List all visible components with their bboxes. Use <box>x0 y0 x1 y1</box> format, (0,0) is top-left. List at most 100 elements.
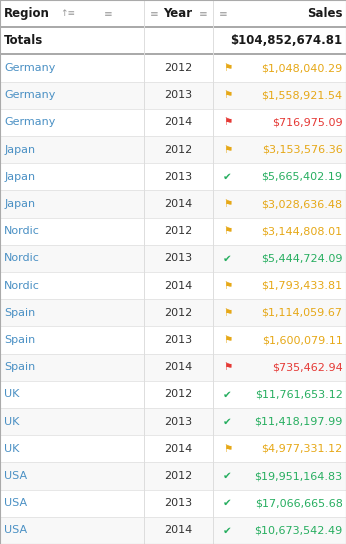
Bar <box>0 435 346 462</box>
Bar <box>0 109 346 136</box>
Text: $11,418,197.99: $11,418,197.99 <box>254 417 343 426</box>
Text: $1,114,059.67: $1,114,059.67 <box>262 308 343 318</box>
Text: Totals: Totals <box>4 34 43 47</box>
Bar <box>0 381 346 408</box>
Text: 2014: 2014 <box>164 362 192 372</box>
Text: Region: Region <box>4 7 50 20</box>
Bar <box>0 82 346 109</box>
Bar <box>0 326 346 354</box>
Text: Nordic: Nordic <box>4 254 40 263</box>
Text: Spain: Spain <box>4 335 35 345</box>
Text: Sales: Sales <box>307 7 343 20</box>
Text: 2014: 2014 <box>164 281 192 290</box>
Text: ⚑: ⚑ <box>223 63 233 73</box>
Text: 2013: 2013 <box>164 335 192 345</box>
Text: ⚑: ⚑ <box>223 199 233 209</box>
Text: ✔: ✔ <box>223 471 232 481</box>
Bar <box>0 54 346 82</box>
Text: Japan: Japan <box>4 145 35 154</box>
Text: $17,066,665.68: $17,066,665.68 <box>255 498 343 508</box>
Text: ⚑: ⚑ <box>223 226 233 236</box>
Text: ✔: ✔ <box>223 172 232 182</box>
Text: ✔: ✔ <box>223 390 232 399</box>
Bar <box>0 354 346 381</box>
Text: $3,144,808.01: $3,144,808.01 <box>254 226 343 236</box>
Text: ≡: ≡ <box>219 9 228 18</box>
Bar <box>0 27 346 54</box>
Text: $716,975.09: $716,975.09 <box>265 118 343 127</box>
Text: UK: UK <box>4 417 19 426</box>
Text: $11,418,197.99: $11,418,197.99 <box>247 417 343 426</box>
Text: $5,444,724.09: $5,444,724.09 <box>254 254 343 263</box>
Bar <box>0 462 346 490</box>
Text: ⚑: ⚑ <box>223 362 233 372</box>
Text: $10,673,542.49: $10,673,542.49 <box>254 526 343 535</box>
Text: 2014: 2014 <box>164 118 192 127</box>
Text: ✔: ✔ <box>223 498 232 508</box>
Text: $1,600,079.11: $1,600,079.11 <box>262 335 343 345</box>
Text: $11,761,653.12: $11,761,653.12 <box>248 390 343 399</box>
Text: 2012: 2012 <box>164 390 192 399</box>
Text: Germany: Germany <box>4 90 55 100</box>
Text: $716,975.09: $716,975.09 <box>272 118 343 127</box>
Text: ≡: ≡ <box>104 9 112 18</box>
Text: $3,153,576.36: $3,153,576.36 <box>262 145 343 154</box>
Text: Year: Year <box>164 7 193 20</box>
Text: 2013: 2013 <box>164 172 192 182</box>
Text: ≡: ≡ <box>199 9 208 18</box>
Text: $1,558,921.54: $1,558,921.54 <box>254 90 343 100</box>
Text: ✔: ✔ <box>223 526 232 535</box>
Text: UK: UK <box>4 444 19 454</box>
Text: Spain: Spain <box>4 362 35 372</box>
Bar <box>0 163 346 190</box>
Text: ✔: ✔ <box>223 417 232 426</box>
Text: $1,048,040.29: $1,048,040.29 <box>261 63 343 73</box>
Bar <box>0 408 346 435</box>
Text: $17,066,665.68: $17,066,665.68 <box>248 498 343 508</box>
Text: USA: USA <box>4 526 27 535</box>
Bar <box>0 272 346 299</box>
Text: Nordic: Nordic <box>4 281 40 290</box>
Text: ↑≡: ↑≡ <box>61 9 75 18</box>
Text: Spain: Spain <box>4 308 35 318</box>
Text: Japan: Japan <box>4 199 35 209</box>
Text: $1,793,433.81: $1,793,433.81 <box>262 281 343 290</box>
Text: $735,462.94: $735,462.94 <box>272 362 343 372</box>
Text: 2012: 2012 <box>164 226 192 236</box>
Text: $1,048,040.29: $1,048,040.29 <box>254 63 343 73</box>
Text: $3,153,576.36: $3,153,576.36 <box>255 145 343 154</box>
Text: Japan: Japan <box>4 172 35 182</box>
Text: $19,951,164.83: $19,951,164.83 <box>247 471 343 481</box>
Text: ⚑: ⚑ <box>223 444 233 454</box>
Text: $1,558,921.54: $1,558,921.54 <box>262 90 343 100</box>
Text: 2012: 2012 <box>164 308 192 318</box>
Text: ⚑: ⚑ <box>223 90 233 100</box>
Text: ≡: ≡ <box>150 9 158 18</box>
Text: $4,977,331.12: $4,977,331.12 <box>254 444 343 454</box>
Text: $10,673,542.49: $10,673,542.49 <box>247 526 343 535</box>
Text: USA: USA <box>4 498 27 508</box>
Text: Germany: Germany <box>4 63 55 73</box>
Text: 2012: 2012 <box>164 471 192 481</box>
Text: USA: USA <box>4 471 27 481</box>
Text: ⚑: ⚑ <box>223 281 233 290</box>
Bar <box>0 517 346 544</box>
Bar <box>0 490 346 517</box>
Text: $19,951,164.83: $19,951,164.83 <box>254 471 343 481</box>
Text: 2013: 2013 <box>164 254 192 263</box>
Bar <box>0 245 346 272</box>
Text: Germany: Germany <box>4 118 55 127</box>
Text: 2014: 2014 <box>164 444 192 454</box>
Text: ✔: ✔ <box>223 254 232 263</box>
Text: Nordic: Nordic <box>4 226 40 236</box>
Text: $11,761,653.12: $11,761,653.12 <box>255 390 343 399</box>
Text: ⚑: ⚑ <box>223 145 233 154</box>
Text: $1,114,059.67: $1,114,059.67 <box>255 308 343 318</box>
Text: $3,144,808.01: $3,144,808.01 <box>262 226 343 236</box>
Text: $1,793,433.81: $1,793,433.81 <box>254 281 343 290</box>
Text: 2013: 2013 <box>164 90 192 100</box>
Text: $5,665,402.19: $5,665,402.19 <box>255 172 343 182</box>
Text: $4,977,331.12: $4,977,331.12 <box>261 444 343 454</box>
Text: UK: UK <box>4 390 19 399</box>
Text: $3,028,636.48: $3,028,636.48 <box>254 199 343 209</box>
